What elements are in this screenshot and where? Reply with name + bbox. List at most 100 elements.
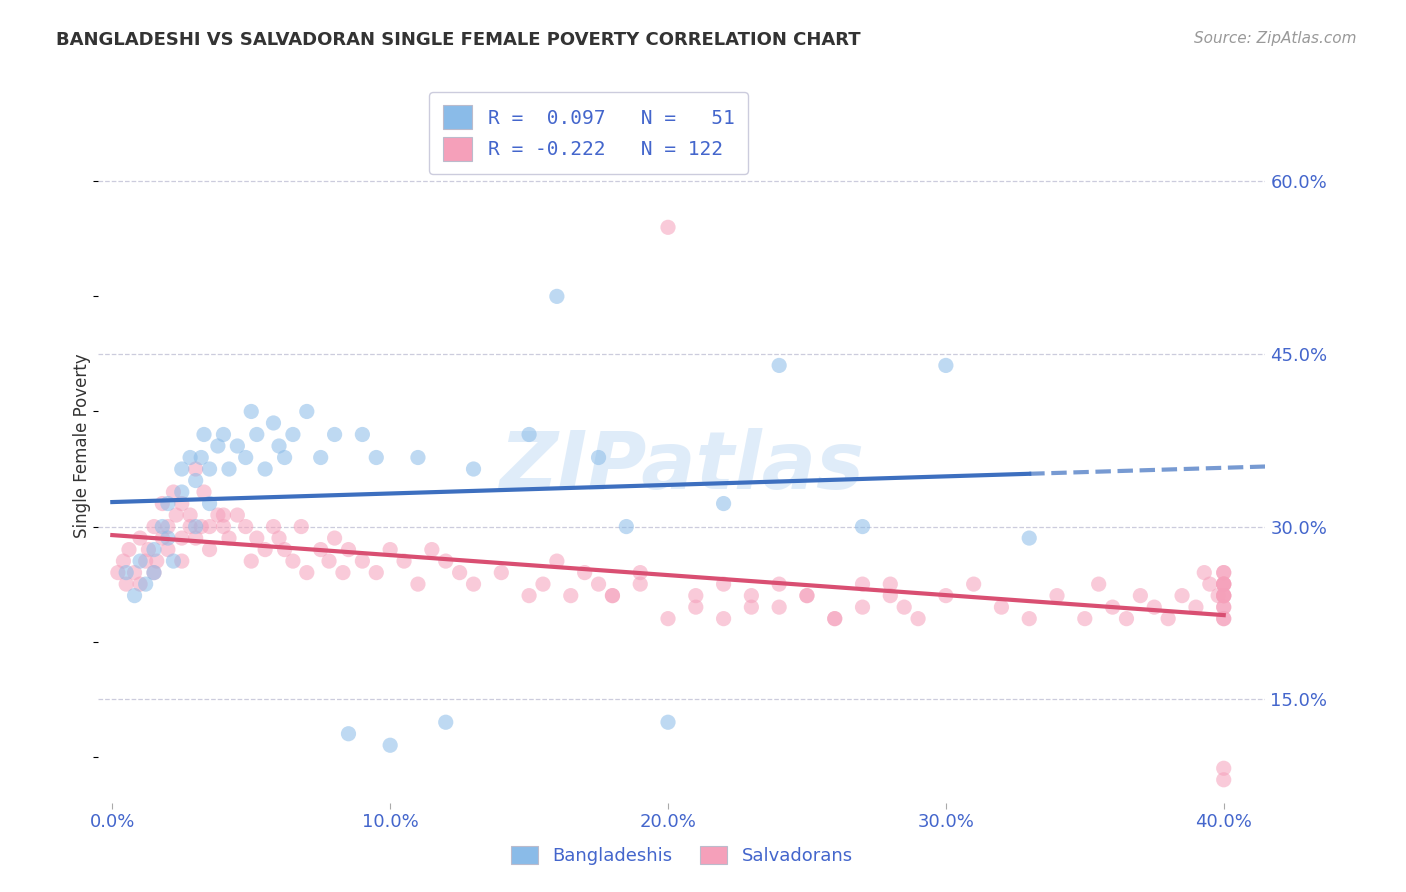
Point	[879, 589, 901, 603]
Point	[156, 531, 179, 545]
Point	[1212, 577, 1234, 591]
Point	[1212, 589, 1234, 603]
Point	[129, 531, 152, 545]
Point	[135, 577, 157, 591]
Point	[212, 427, 235, 442]
Point	[406, 450, 429, 465]
Point	[179, 519, 201, 533]
Point	[1157, 612, 1180, 626]
Point	[1206, 589, 1229, 603]
Point	[657, 220, 679, 235]
Point	[138, 542, 160, 557]
Point	[207, 508, 229, 522]
Point	[198, 462, 221, 476]
Point	[517, 589, 540, 603]
Point	[434, 715, 457, 730]
Point	[990, 600, 1012, 615]
Point	[170, 462, 193, 476]
Point	[588, 577, 610, 591]
Point	[267, 439, 290, 453]
Point	[235, 450, 257, 465]
Point	[226, 508, 249, 522]
Point	[962, 577, 984, 591]
Point	[143, 566, 166, 580]
Point	[332, 566, 354, 580]
Point	[1212, 577, 1234, 591]
Point	[170, 554, 193, 568]
Point	[531, 577, 554, 591]
Point	[218, 462, 240, 476]
Point	[602, 589, 624, 603]
Point	[170, 485, 193, 500]
Point	[796, 589, 818, 603]
Point	[184, 519, 207, 533]
Point	[226, 439, 249, 453]
Point	[143, 566, 166, 580]
Point	[517, 427, 540, 442]
Point	[156, 519, 179, 533]
Point	[170, 497, 193, 511]
Point	[491, 566, 513, 580]
Point	[1212, 589, 1234, 603]
Point	[143, 519, 166, 533]
Point	[713, 577, 735, 591]
Point	[740, 600, 762, 615]
Point	[879, 577, 901, 591]
Point	[1101, 600, 1123, 615]
Point	[657, 612, 679, 626]
Point	[124, 589, 146, 603]
Point	[685, 600, 707, 615]
Point	[768, 577, 790, 591]
Text: ZIPatlas: ZIPatlas	[499, 428, 865, 507]
Point	[406, 577, 429, 591]
Point	[212, 508, 235, 522]
Point	[685, 589, 707, 603]
Point	[135, 554, 157, 568]
Point	[1143, 600, 1166, 615]
Point	[129, 554, 152, 568]
Point	[179, 450, 201, 465]
Point	[824, 612, 846, 626]
Point	[1018, 531, 1040, 545]
Point	[935, 359, 957, 373]
Point	[1018, 612, 1040, 626]
Point	[273, 450, 295, 465]
Point	[115, 566, 138, 580]
Point	[1212, 589, 1234, 603]
Point	[273, 542, 295, 557]
Point	[240, 554, 263, 568]
Point	[170, 531, 193, 545]
Point	[851, 600, 873, 615]
Point	[1212, 566, 1234, 580]
Point	[463, 462, 485, 476]
Point	[262, 519, 284, 533]
Point	[560, 589, 582, 603]
Point	[1171, 589, 1194, 603]
Point	[235, 519, 257, 533]
Point	[574, 566, 596, 580]
Point	[240, 404, 263, 418]
Point	[1212, 577, 1234, 591]
Point	[1212, 589, 1234, 603]
Point	[434, 554, 457, 568]
Point	[380, 542, 402, 557]
Point	[281, 427, 304, 442]
Point	[193, 485, 215, 500]
Point	[1046, 589, 1069, 603]
Point	[588, 450, 610, 465]
Point	[218, 531, 240, 545]
Point	[129, 577, 152, 591]
Point	[254, 542, 277, 557]
Point	[449, 566, 471, 580]
Point	[295, 566, 318, 580]
Point	[295, 404, 318, 418]
Point	[118, 542, 141, 557]
Point	[366, 566, 388, 580]
Point	[546, 554, 568, 568]
Text: Source: ZipAtlas.com: Source: ZipAtlas.com	[1194, 31, 1357, 46]
Point	[124, 566, 146, 580]
Point	[1212, 612, 1234, 626]
Point	[246, 427, 269, 442]
Point	[107, 566, 129, 580]
Point	[337, 542, 360, 557]
